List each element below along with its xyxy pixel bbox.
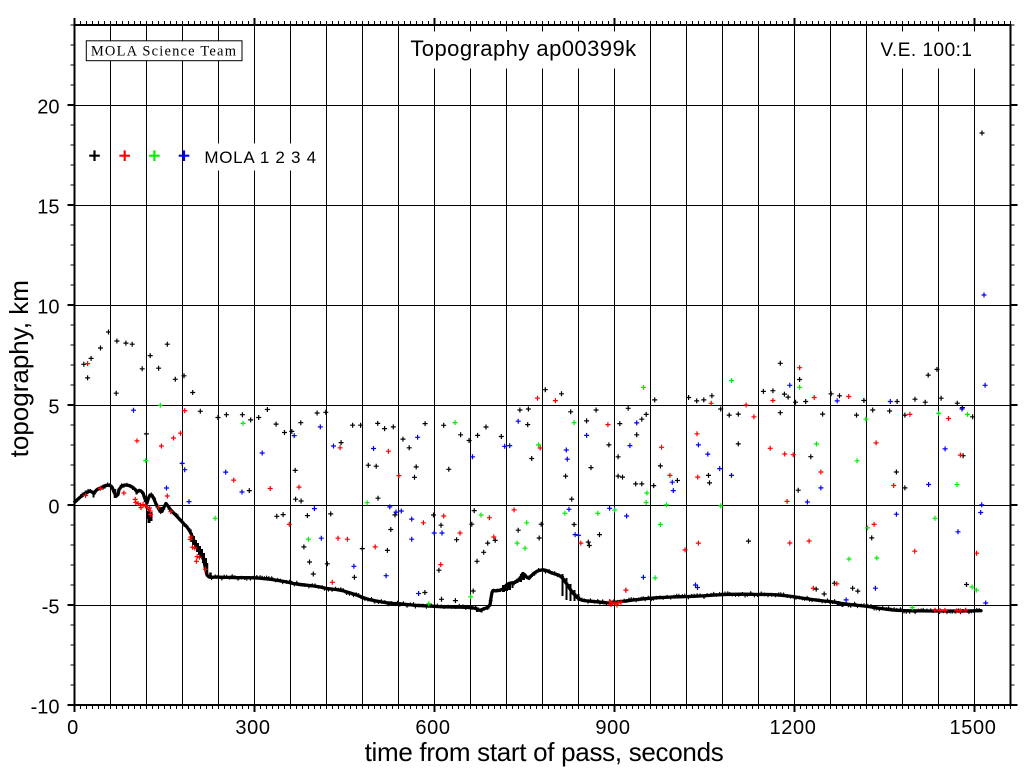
svg-text:time from start of pass, secon: time from start of pass, seconds (365, 737, 724, 767)
svg-text:0: 0 (48, 497, 59, 519)
svg-text:5: 5 (48, 397, 59, 419)
svg-text:0: 0 (67, 717, 79, 739)
svg-text:600: 600 (415, 717, 450, 739)
svg-text:300: 300 (235, 717, 270, 739)
svg-text:topography, km: topography, km (4, 280, 34, 457)
svg-text:10: 10 (37, 297, 59, 319)
svg-text:MOLA Science Team: MOLA Science Team (91, 43, 237, 59)
svg-text:MOLA 1 2 3 4: MOLA 1 2 3 4 (204, 148, 316, 167)
svg-text:-10: -10 (31, 697, 60, 719)
svg-text:20: 20 (37, 97, 59, 119)
svg-text:1200: 1200 (770, 717, 817, 739)
svg-text:-5: -5 (42, 597, 60, 619)
svg-text:V.E. 100:1: V.E. 100:1 (881, 40, 973, 61)
svg-text:Topography ap00399k: Topography ap00399k (410, 36, 637, 61)
svg-text:1500: 1500 (950, 717, 997, 739)
svg-text:900: 900 (595, 717, 630, 739)
svg-text:15: 15 (37, 197, 59, 219)
